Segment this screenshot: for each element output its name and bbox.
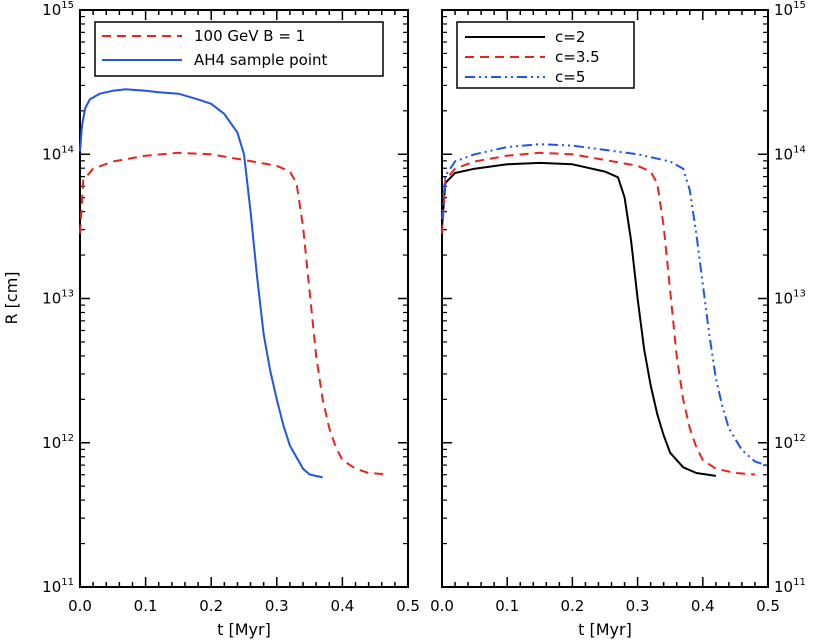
x-tick-label: 0.5 <box>396 597 420 615</box>
right-series <box>441 143 769 477</box>
x-tick-label: 0.5 <box>756 597 780 615</box>
series-line-c-3-5 <box>441 151 756 476</box>
legend-label-100gev: 100 GeV B = 1 <box>194 27 305 45</box>
right-x-tick-labels: 0.0 0.1 0.2 0.3 0.4 0.5 <box>430 597 780 615</box>
x-tick-label: 0.3 <box>265 597 289 615</box>
x-tick-label: 0.0 <box>430 597 454 615</box>
left-panel: 0.0 0.1 0.2 0.3 0.4 0.5 10111012101310141015 … <box>2 0 420 639</box>
left-plot-frame <box>79 9 409 588</box>
left-y-tick-labels: 1011 1012 1013 1014 1015 <box>42 0 74 596</box>
x-tick-label: 0.1 <box>495 597 519 615</box>
series-line-100-gev-b-1 <box>79 151 389 476</box>
y-tick-label: 1014 <box>42 144 74 163</box>
legend-label-ah4: AH4 sample point <box>194 51 328 69</box>
y-tick-label: 1012 <box>42 433 74 452</box>
legend-label-c5: c=5 <box>555 68 585 86</box>
left-y-axis-title: R [cm] <box>2 271 21 324</box>
y-tick-label: 1011 <box>42 577 74 596</box>
right-plot-frame <box>441 9 769 588</box>
x-tick-label: 0.4 <box>691 597 715 615</box>
x-tick-label: 0.3 <box>626 597 650 615</box>
y-tick-label: 1012 <box>774 433 806 452</box>
right-ticks <box>441 9 769 588</box>
left-legend-box <box>94 21 384 77</box>
series-line-c-2 <box>441 161 716 477</box>
right-legend: c=2 c=3.5 c=5 <box>456 21 635 89</box>
series-line-c-5 <box>441 143 769 467</box>
left-x-tick-labels: 0.0 0.1 0.2 0.3 0.4 0.5 <box>68 597 420 615</box>
x-tick-label: 0.0 <box>68 597 92 615</box>
right-y-tick-labels: 1011 1012 1013 1014 1015 <box>774 0 806 596</box>
right-panel: 0.0 0.1 0.2 0.3 0.4 0.5 10111012101310141015 … <box>430 0 806 639</box>
left-x-axis-title: t [Myr] <box>217 620 271 639</box>
left-series <box>79 88 389 479</box>
y-tick-label: 1014 <box>774 144 806 163</box>
right-x-axis-title: t [Myr] <box>578 620 632 639</box>
right-legend-box <box>456 21 635 89</box>
y-tick-label: 1015 <box>42 0 74 19</box>
x-tick-label: 0.2 <box>560 597 584 615</box>
x-tick-label: 0.1 <box>134 597 158 615</box>
y-tick-label: 1015 <box>774 0 806 19</box>
y-tick-label: 1013 <box>774 289 806 308</box>
legend-label-c2: c=2 <box>555 28 585 46</box>
left-legend: 100 GeV B = 1 AH4 sample point <box>94 21 384 77</box>
x-tick-label: 0.2 <box>199 597 223 615</box>
legend-label-c35: c=3.5 <box>555 48 600 66</box>
x-tick-label: 0.4 <box>330 597 354 615</box>
left-ticks <box>79 9 409 588</box>
series-line-ah4-sample-point <box>79 88 323 479</box>
y-tick-label: 1011 <box>774 577 806 596</box>
y-tick-label: 1013 <box>42 289 74 308</box>
